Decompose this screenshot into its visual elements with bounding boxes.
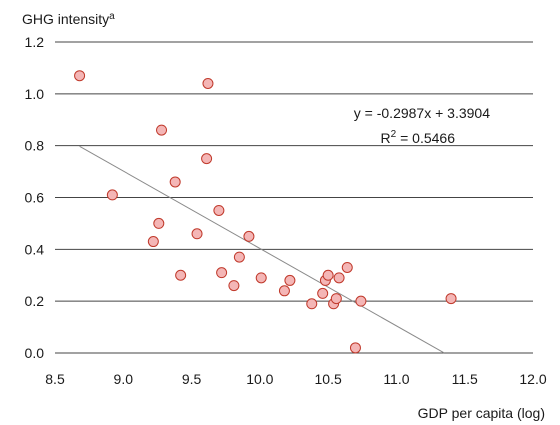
data-point	[333, 272, 345, 284]
y-axis-title-superscript: a	[109, 11, 115, 22]
data-point	[74, 70, 86, 82]
data-point	[169, 176, 181, 188]
x-tick-label: 9.0	[114, 371, 134, 387]
y-tick-label: 0.0	[25, 345, 45, 361]
data-point	[153, 217, 165, 229]
x-tick-label: 10.5	[315, 371, 342, 387]
x-tick-label: 11.5	[452, 371, 478, 387]
x-tick-labels: 8.5 9.0 9.5 10.0 10.5 11.0 11.5 12.0	[45, 371, 547, 387]
x-axis-title: GDP per capita (log)	[418, 405, 545, 421]
y-tick-label: 0.8	[25, 138, 45, 154]
data-point	[216, 267, 228, 279]
data-point	[175, 269, 187, 281]
data-point	[106, 189, 118, 201]
data-point	[202, 77, 214, 89]
data-point	[213, 204, 225, 216]
x-tick-label: 9.5	[182, 371, 202, 387]
data-point	[349, 342, 361, 354]
data-point	[233, 251, 245, 263]
y-tick-label: 0.6	[25, 190, 45, 206]
y-tick-label: 0.2	[25, 293, 45, 309]
data-point	[355, 295, 367, 307]
y-tick-labels: 0.0 0.2 0.4 0.6 0.8 1.0 1.2	[25, 34, 45, 361]
data-point	[306, 298, 318, 310]
data-point	[341, 261, 353, 273]
trendline-group	[79, 145, 445, 354]
data-point	[284, 274, 296, 286]
x-tick-label: 8.5	[45, 371, 65, 387]
x-tick-label: 10.0	[246, 371, 273, 387]
data-point	[445, 293, 457, 305]
y-tick-label: 1.2	[25, 34, 45, 50]
trendline-equation: y = -0.2987x + 3.3904	[354, 105, 490, 121]
data-point	[317, 287, 329, 299]
data-point	[278, 285, 290, 297]
data-point	[243, 230, 255, 242]
x-tick-label: 12.0	[519, 371, 546, 387]
data-point	[156, 124, 168, 136]
data-point	[201, 153, 213, 165]
data-point	[147, 236, 159, 248]
data-point	[191, 228, 203, 240]
data-point	[322, 269, 334, 281]
y-tick-label: 1.0	[25, 86, 45, 102]
y-tick-label: 0.4	[25, 241, 45, 257]
gridlines	[55, 41, 533, 354]
data-points	[74, 70, 457, 354]
x-tick-label: 11.0	[383, 371, 409, 387]
y-axis-title: GHG intensitya	[22, 11, 115, 27]
data-point	[255, 272, 267, 284]
data-point	[228, 280, 240, 292]
r-squared-label: R2 = 0.5466	[381, 129, 456, 146]
trendline	[79, 145, 445, 354]
data-point	[330, 293, 342, 305]
